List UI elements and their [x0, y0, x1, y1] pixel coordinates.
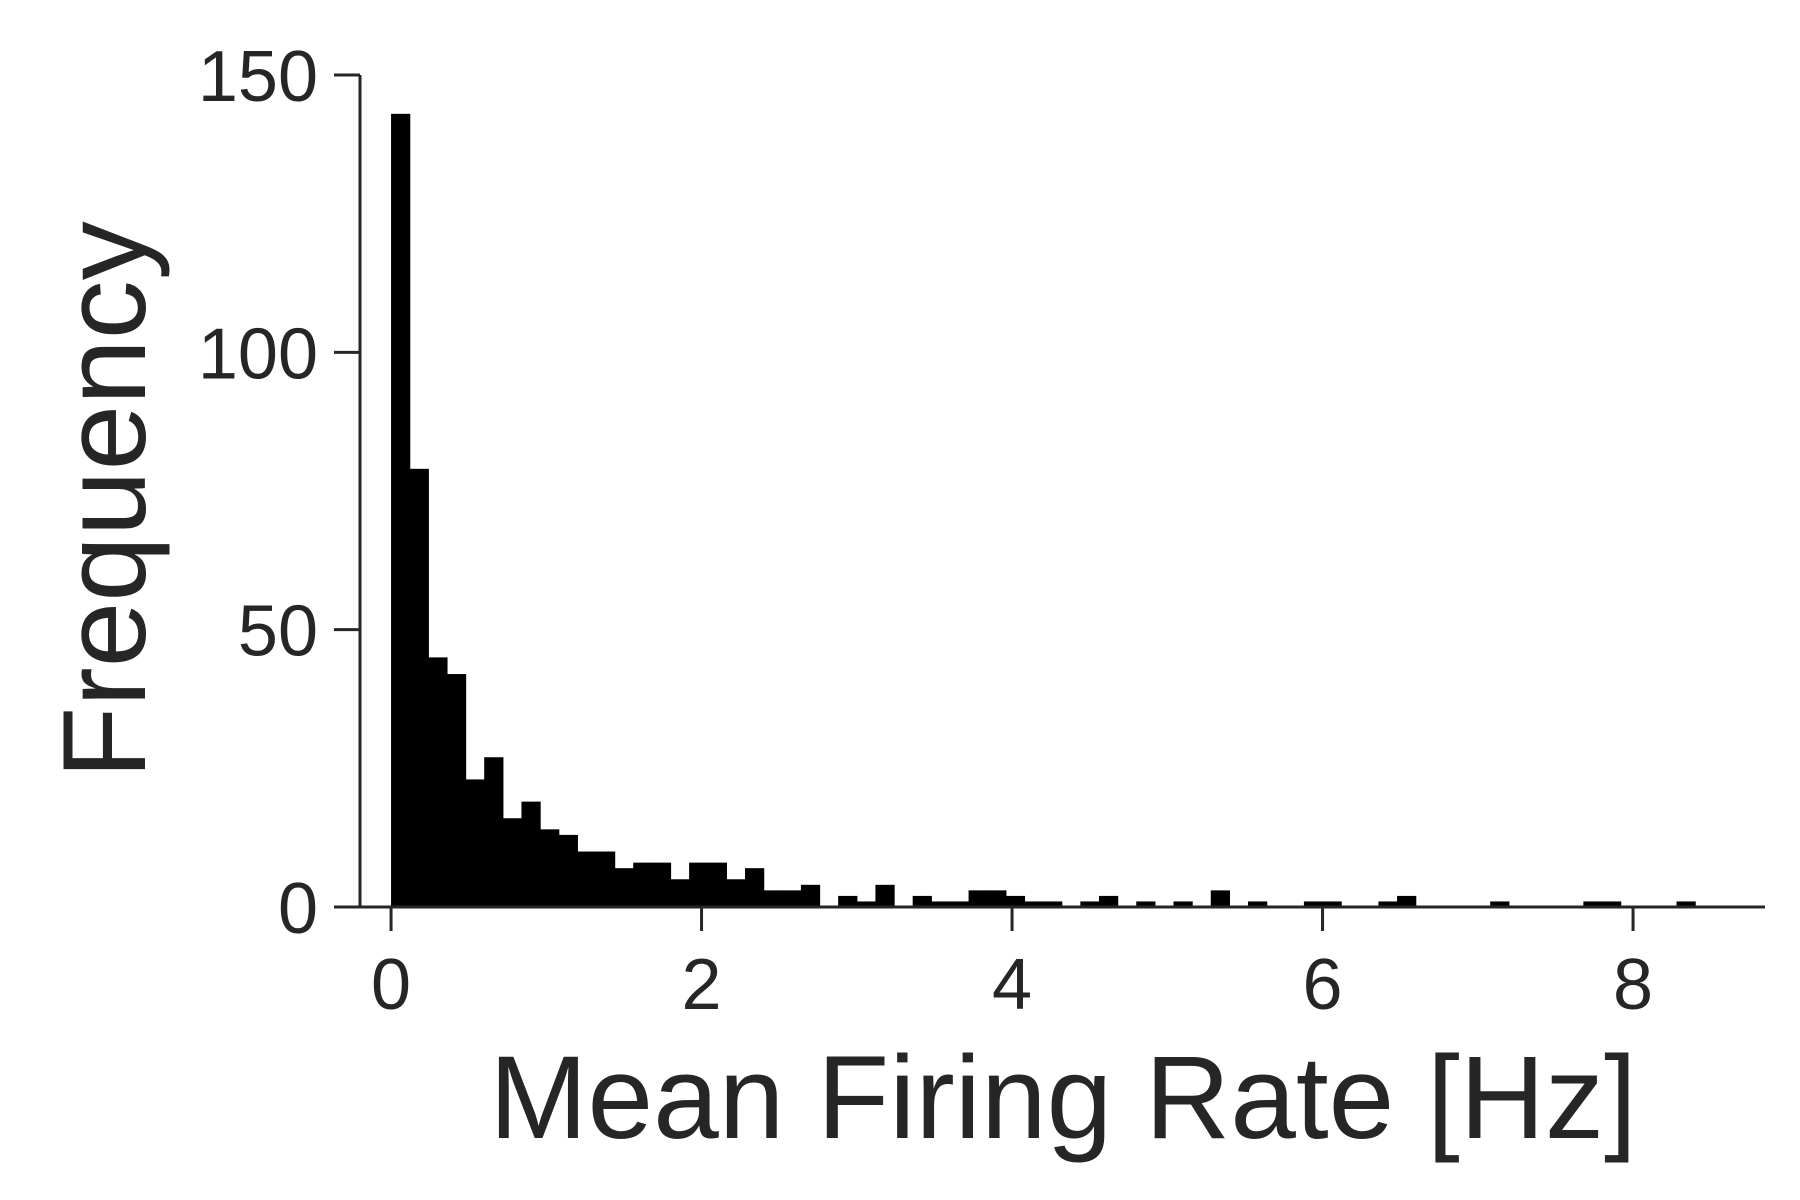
- histogram-bar: [707, 862, 727, 907]
- y-tick-label: 150: [198, 37, 318, 117]
- histogram-bar: [1080, 901, 1100, 907]
- histogram-bar: [1676, 901, 1696, 907]
- histogram-bar: [949, 901, 970, 907]
- histogram-bar: [838, 895, 858, 907]
- y-axis-title: Frequency: [39, 221, 171, 779]
- histogram-bar: [465, 779, 485, 907]
- histogram-bar: [1322, 901, 1342, 907]
- histogram-bar: [633, 862, 653, 907]
- x-tick-label: 6: [1303, 945, 1343, 1025]
- histogram-bar: [1601, 901, 1622, 907]
- histogram-bar: [540, 829, 560, 907]
- histogram-bar: [689, 862, 709, 907]
- histogram-bar: [1248, 901, 1268, 907]
- histogram-bar: [446, 674, 467, 907]
- histogram-bar: [391, 113, 411, 908]
- histogram-bars: [391, 113, 1696, 908]
- histogram-bar: [726, 879, 746, 907]
- histogram-bar: [856, 901, 877, 907]
- histogram-bar: [1490, 901, 1510, 907]
- histogram-bar: [1024, 901, 1044, 907]
- x-tick-label: 0: [371, 945, 411, 1025]
- histogram-bar: [670, 879, 690, 907]
- histogram-bar: [521, 801, 541, 907]
- histogram-bar: [931, 901, 951, 907]
- histogram-bar: [428, 657, 448, 907]
- y-tick-label: 0: [278, 869, 318, 949]
- histogram-bar: [968, 890, 988, 907]
- histogram-bar: [1098, 895, 1119, 907]
- x-tick-label: 2: [682, 945, 722, 1025]
- histogram-bar: [651, 862, 672, 907]
- histogram-bar: [800, 884, 821, 907]
- histogram-bar: [595, 851, 616, 907]
- histogram-bar: [912, 895, 932, 907]
- histogram-bar: [409, 468, 429, 907]
- histogram-bar: [1303, 901, 1324, 907]
- y-tick-label: 50: [238, 592, 318, 672]
- histogram-bar: [614, 868, 634, 907]
- histogram-bar: [1210, 890, 1230, 907]
- x-axis-title: Mean Firing Rate [Hz]: [489, 1032, 1637, 1164]
- x-tick-label: 8: [1613, 945, 1653, 1025]
- histogram-bar: [782, 890, 802, 907]
- x-tick-label: 4: [992, 945, 1032, 1025]
- histogram-bar: [1136, 901, 1156, 907]
- histogram-bar: [502, 818, 523, 907]
- histogram-bar: [1378, 901, 1398, 907]
- histogram-bar: [1583, 901, 1603, 907]
- x-axis-ticks: 0 2 4 6 8: [371, 907, 1653, 1025]
- histogram-bar: [558, 834, 578, 907]
- histogram-bar: [577, 851, 597, 907]
- histogram-bar: [1005, 895, 1026, 907]
- histogram-bar: [745, 868, 765, 907]
- y-axis-ticks: 0 50 100 150: [198, 37, 360, 949]
- histogram-bar: [1397, 895, 1417, 907]
- y-tick-label: 100: [198, 314, 318, 394]
- histogram-bar: [1043, 901, 1063, 907]
- histogram-bar: [763, 890, 783, 907]
- histogram-bar: [987, 890, 1007, 907]
- histogram-bar: [875, 884, 895, 907]
- histogram-bar: [484, 757, 504, 907]
- histogram-bar: [1173, 901, 1193, 907]
